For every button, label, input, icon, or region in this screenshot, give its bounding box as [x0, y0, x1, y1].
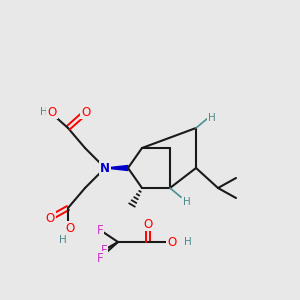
Text: F: F — [97, 224, 103, 236]
Polygon shape — [105, 166, 128, 170]
Text: O: O — [167, 236, 177, 248]
Text: N: N — [100, 161, 110, 175]
Text: F: F — [97, 251, 103, 265]
Text: F: F — [101, 244, 107, 256]
Text: H: H — [59, 235, 67, 245]
Text: O: O — [47, 106, 57, 118]
Text: O: O — [45, 212, 55, 224]
Text: H: H — [208, 113, 216, 123]
Text: O: O — [81, 106, 91, 118]
Text: H: H — [40, 107, 48, 117]
Text: O: O — [143, 218, 153, 230]
Text: H: H — [184, 237, 192, 247]
Text: H: H — [183, 197, 191, 207]
Text: O: O — [65, 221, 75, 235]
